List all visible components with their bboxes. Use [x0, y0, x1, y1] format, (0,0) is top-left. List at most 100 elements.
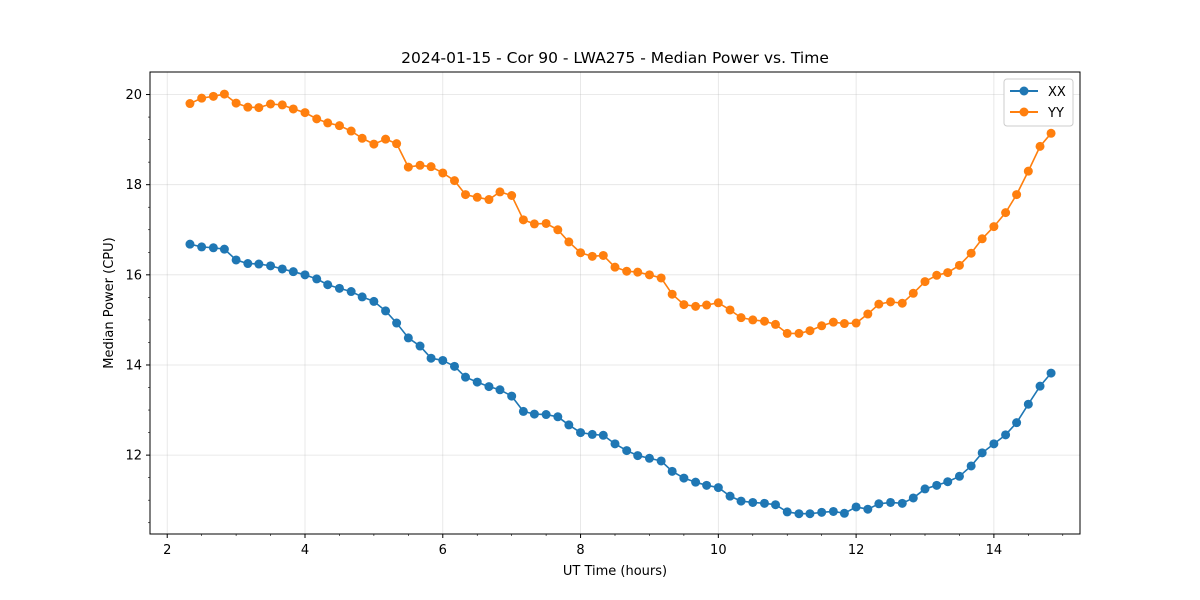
series-yy-point [725, 305, 735, 315]
series-xx-point [725, 491, 735, 501]
series-yy-point [587, 251, 597, 261]
series-yy-point [369, 139, 379, 149]
grid [150, 72, 1080, 534]
series-yy-point [484, 195, 494, 205]
series-yy-point [288, 104, 298, 114]
series-xx-point [771, 500, 781, 510]
series-xx-point [438, 355, 448, 365]
series-xx-point [966, 461, 976, 471]
series-yy-point [495, 187, 505, 197]
series-xx-point [920, 484, 930, 494]
series-xx-point [679, 473, 689, 483]
legend: XX YY [1003, 78, 1074, 127]
series-xx-point [495, 385, 505, 395]
series-yy-point [381, 134, 391, 144]
series-yy-point [564, 237, 574, 247]
series-yy-point [863, 309, 873, 319]
series-xx-point [277, 264, 287, 274]
series-xx-point [863, 504, 873, 514]
series-yy-point [736, 313, 746, 323]
series-yy-point [598, 250, 608, 260]
series-xx-point [782, 507, 792, 517]
series-yy-point [782, 328, 792, 338]
series-xx-point [886, 497, 896, 507]
series-yy-point [357, 133, 367, 143]
series-xx-point [415, 341, 425, 351]
series-yy-point [1023, 166, 1033, 176]
series-xx-point [908, 493, 918, 503]
series-yy-point [679, 300, 689, 310]
series-yy-point [794, 328, 804, 338]
series-xx-point [691, 477, 701, 487]
series-xx-point [231, 255, 241, 265]
series-xx-point [334, 283, 344, 293]
series-xx-point [817, 507, 827, 517]
series-xx-point [622, 446, 632, 456]
series-yy-point [277, 100, 287, 110]
series-xx-point [828, 506, 838, 516]
series-xx-point [736, 496, 746, 506]
x-tick-label: 10 [710, 543, 727, 558]
series-xx-line [189, 243, 1052, 515]
y-tick-label: 14 [125, 358, 142, 373]
series-yy-point [771, 319, 781, 329]
series-yy-point [805, 326, 815, 336]
series-xx-point [346, 287, 356, 297]
plot-area [150, 72, 1080, 534]
series-layer [185, 89, 1056, 519]
series-xx-point [748, 497, 758, 507]
series-xx-point [529, 409, 539, 419]
series-yy-point [1046, 128, 1056, 138]
series-yy-point [312, 114, 322, 124]
y-tick-label: 20 [125, 88, 142, 103]
series-yy-point [656, 273, 666, 283]
series-xx-point [943, 477, 953, 487]
series-yy-point [1035, 141, 1045, 151]
series-yy-point [633, 267, 643, 277]
x-tick-label: 12 [848, 543, 865, 558]
series-xx-point [633, 451, 643, 461]
series-xx-point [1035, 381, 1045, 391]
series-yy-point [334, 121, 344, 131]
series-yy-point [392, 139, 402, 149]
series-xx-point [851, 502, 861, 512]
series-xx-point [426, 353, 436, 363]
y-tick-label: 12 [125, 449, 142, 464]
y-axis-label: Median Power (CPU) [102, 237, 117, 368]
series-xx-point [484, 382, 494, 392]
legend-xx-marker [1019, 86, 1029, 96]
series-xx-point [587, 429, 597, 439]
series-yy-point [426, 162, 436, 172]
series-yy-point [966, 248, 976, 258]
series-xx-point [644, 453, 654, 463]
series-yy-point [702, 300, 712, 310]
series-xx-point [713, 483, 723, 493]
series-xx-point [449, 361, 459, 371]
series-yy-point [346, 126, 356, 136]
series-yy-point [197, 93, 207, 103]
series-yy-point [266, 99, 276, 109]
series-xx-point [759, 498, 769, 508]
series-yy-point [610, 262, 620, 272]
series-xx-point [553, 412, 563, 422]
series-xx-point [932, 480, 942, 490]
y-tick-label: 18 [125, 178, 142, 193]
series-yy-point [977, 234, 987, 244]
series-xx-point [518, 406, 528, 416]
series-xx-point [576, 428, 586, 438]
series-yy-point [541, 218, 551, 228]
series-yy-point [839, 319, 849, 329]
series-yy-point [691, 301, 701, 311]
series-xx-point [805, 509, 815, 519]
series-xx-point [977, 448, 987, 458]
series-yy-point [243, 102, 253, 112]
series-xx-point [610, 439, 620, 449]
series-yy-point [518, 215, 528, 225]
series-xx-point [541, 410, 551, 420]
series-xx-point [243, 259, 253, 269]
series-xx-point [185, 239, 195, 249]
series-xx-point [954, 471, 964, 481]
series-yy-point [713, 298, 723, 308]
series-xx-point [392, 318, 402, 328]
